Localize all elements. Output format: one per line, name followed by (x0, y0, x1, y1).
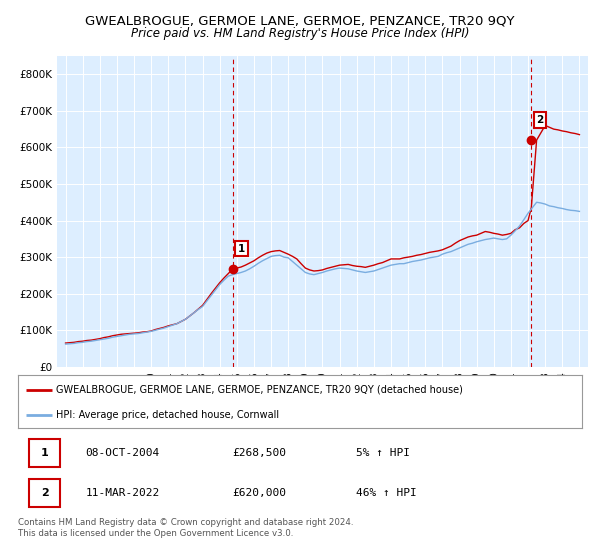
Text: GWEALBROGUE, GERMOE LANE, GERMOE, PENZANCE, TR20 9QY: GWEALBROGUE, GERMOE LANE, GERMOE, PENZAN… (85, 14, 515, 27)
Text: 1: 1 (41, 448, 49, 458)
Text: HPI: Average price, detached house, Cornwall: HPI: Average price, detached house, Corn… (56, 410, 280, 420)
Text: 46% ↑ HPI: 46% ↑ HPI (356, 488, 417, 498)
Text: GWEALBROGUE, GERMOE LANE, GERMOE, PENZANCE, TR20 9QY (detached house): GWEALBROGUE, GERMOE LANE, GERMOE, PENZAN… (56, 385, 463, 395)
Text: 11-MAR-2022: 11-MAR-2022 (86, 488, 160, 498)
Text: 08-OCT-2004: 08-OCT-2004 (86, 448, 160, 458)
Text: This data is licensed under the Open Government Licence v3.0.: This data is licensed under the Open Gov… (18, 529, 293, 538)
Text: £620,000: £620,000 (232, 488, 286, 498)
Text: Contains HM Land Registry data © Crown copyright and database right 2024.: Contains HM Land Registry data © Crown c… (18, 518, 353, 527)
Text: 5% ↑ HPI: 5% ↑ HPI (356, 448, 410, 458)
Text: Price paid vs. HM Land Registry's House Price Index (HPI): Price paid vs. HM Land Registry's House … (131, 27, 469, 40)
Text: £268,500: £268,500 (232, 448, 286, 458)
FancyBboxPatch shape (29, 479, 60, 507)
FancyBboxPatch shape (29, 438, 60, 467)
Text: 2: 2 (41, 488, 49, 498)
Text: 2: 2 (536, 115, 544, 125)
Text: 1: 1 (238, 244, 245, 254)
